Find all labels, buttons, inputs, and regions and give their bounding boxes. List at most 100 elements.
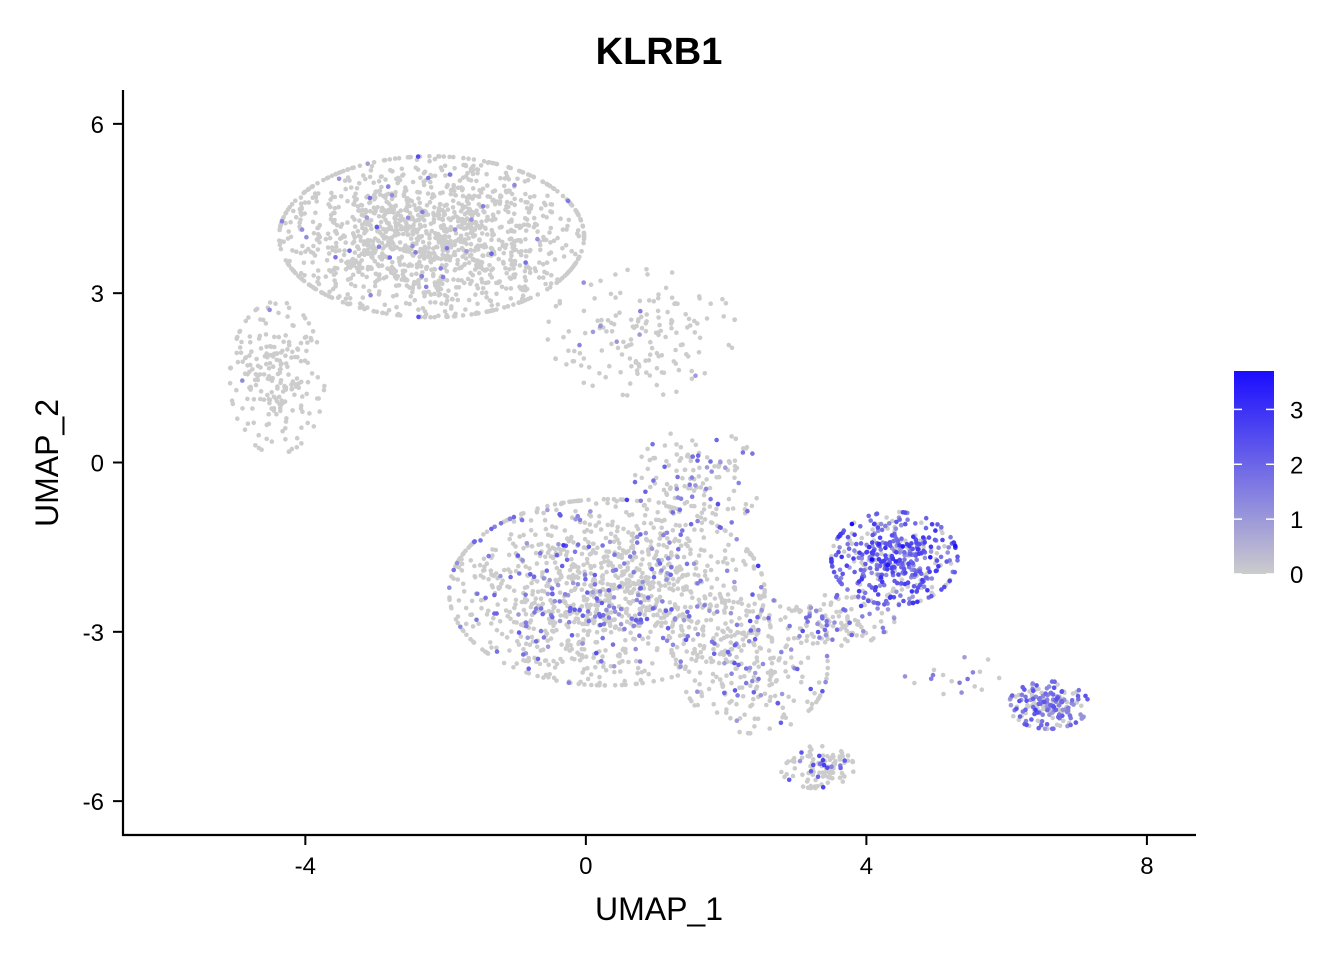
data-point [957,680,962,686]
data-point [472,539,478,544]
data-point [316,396,322,401]
data-point [605,318,611,323]
data-point [452,242,458,248]
data-point [296,385,302,391]
data-point [900,544,906,549]
data-point [545,193,550,199]
data-point [511,266,516,271]
data-point [368,168,374,173]
data-point [297,220,303,226]
data-point [568,536,574,541]
data-point [283,211,288,216]
data-point [654,365,660,371]
data-point [548,225,554,231]
data-point [610,519,615,525]
data-point [631,325,637,331]
data-point [875,606,880,611]
data-point [549,272,554,278]
data-point [470,624,476,629]
data-point [274,351,280,356]
data-point [629,589,635,594]
data-point [380,310,385,316]
data-point [736,662,741,668]
data-point [554,280,559,286]
data-point [266,373,272,379]
data-point [701,507,707,512]
data-point [594,596,600,601]
data-point [523,641,529,647]
data-point [410,243,415,249]
data-point [682,501,688,506]
data-point [805,619,810,624]
data-point [451,182,457,188]
data-point [878,619,884,624]
data-point [516,300,522,306]
data-point [894,589,899,595]
data-point [422,314,428,320]
data-point [482,567,487,573]
data-point [722,661,727,666]
data-point [586,540,591,545]
data-point [279,219,285,224]
data-point [741,558,746,564]
data-point [394,304,399,310]
data-point [714,710,720,715]
data-point [945,550,950,555]
data-point [729,605,735,611]
data-point [637,611,642,617]
data-point [522,268,528,274]
data-point [914,557,919,563]
data-point [229,398,235,404]
data-point [392,215,398,220]
data-point [631,570,636,575]
data-point [672,539,677,544]
data-point [618,621,624,627]
data-point [242,427,248,433]
data-point [789,655,794,660]
data-point [496,210,501,215]
data-point [645,446,650,452]
data-point [531,574,537,579]
data-point [508,574,513,580]
data-point [298,340,304,346]
data-point [466,156,471,161]
data-point [783,660,788,666]
data-point [267,344,273,349]
data-point [721,314,726,319]
data-point [561,543,566,548]
data-point [473,220,479,225]
data-point [601,627,606,633]
data-point [648,339,653,345]
data-point [738,596,744,602]
data-point [617,545,622,551]
data-point [379,184,384,190]
data-point [828,602,833,608]
data-point [638,600,643,605]
data-point [372,246,377,251]
data-point [901,598,906,604]
data-point [1011,713,1016,719]
data-point [1076,687,1082,693]
data-point [546,319,551,325]
data-point [612,552,617,557]
data-point [633,617,639,623]
data-point [1042,726,1048,732]
data-point [326,293,332,299]
data-point [549,628,555,634]
data-point [415,237,421,243]
data-point [267,400,272,406]
data-point [395,180,401,186]
data-point [499,631,505,637]
data-point [879,527,885,533]
data-point [610,642,616,647]
data-point [554,552,560,558]
data-point [441,154,447,159]
data-point [464,632,469,638]
data-point [438,237,444,242]
data-point [637,332,642,337]
data-point [845,534,851,540]
data-point [689,368,694,374]
data-point [616,541,622,546]
data-point [575,650,580,656]
data-point [759,571,764,576]
